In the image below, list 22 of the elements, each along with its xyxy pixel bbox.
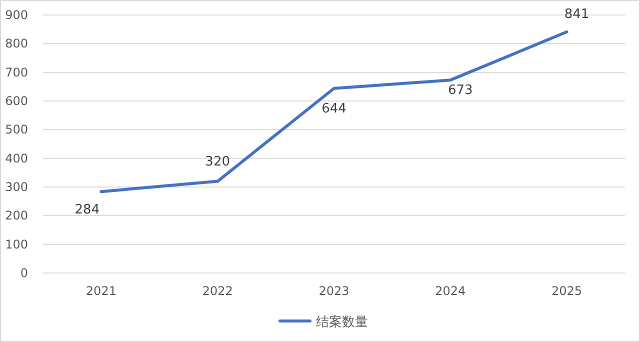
y-tick-label: 100 — [5, 237, 28, 252]
y-tick-label: 400 — [5, 151, 28, 166]
y-tick-label: 600 — [5, 94, 28, 108]
data-label: 644 — [322, 101, 346, 116]
x-tick-label: 2024 — [435, 284, 466, 298]
y-tick-label: 200 — [5, 208, 28, 223]
y-tick-label: 300 — [5, 180, 28, 194]
y-tick-label: 900 — [5, 8, 28, 22]
legend-label: 结案数量 — [316, 314, 368, 330]
x-tick-label: 2025 — [552, 284, 582, 298]
y-tick-label: 800 — [5, 36, 28, 51]
data-label: 284 — [74, 202, 100, 218]
line-series — [100, 30, 568, 194]
data-label: 320 — [205, 154, 230, 170]
x-tick-label: 2023 — [318, 284, 350, 298]
y-tick-label: 0 — [20, 266, 28, 280]
data-label: 841 — [564, 6, 590, 22]
y-tick-label: 500 — [5, 122, 28, 137]
x-tick-label: 2021 — [86, 284, 116, 298]
data-label: 673 — [448, 83, 473, 98]
y-tick-label: 700 — [5, 65, 28, 80]
x-tick-label: 2022 — [202, 284, 233, 298]
